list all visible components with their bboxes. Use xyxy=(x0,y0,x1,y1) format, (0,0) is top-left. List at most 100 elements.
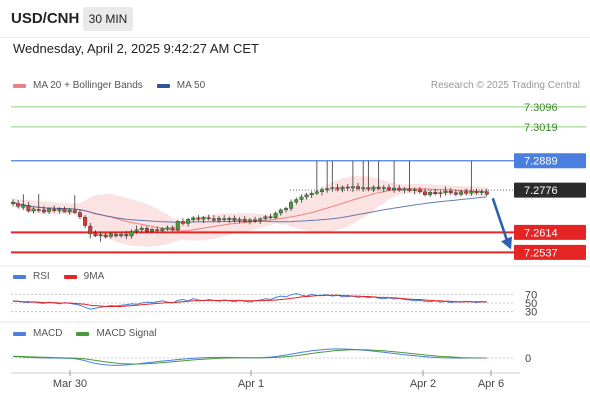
ma20-swatch xyxy=(13,83,26,88)
candle-body xyxy=(479,191,484,193)
forecast-arrow-head xyxy=(501,236,512,250)
candle-body xyxy=(350,186,355,189)
rsi-ma-legend-label: 9MA xyxy=(83,271,105,282)
candle-body xyxy=(180,221,185,224)
candle-body xyxy=(113,234,118,237)
candle-body xyxy=(268,216,273,218)
candle-body xyxy=(397,187,402,191)
candle-body xyxy=(438,192,443,194)
candle-body xyxy=(314,191,319,194)
level-label: 7.3019 xyxy=(524,122,558,134)
candle-body xyxy=(253,219,258,222)
x-tick-label: Mar 30 xyxy=(53,378,87,390)
candle-body xyxy=(448,190,453,193)
candle-body xyxy=(412,189,417,191)
candle-body xyxy=(340,186,345,190)
candle-body xyxy=(31,208,36,212)
level-label: 7.2776 xyxy=(524,185,558,197)
candle-body xyxy=(325,188,330,190)
rsi-swatch xyxy=(13,274,26,279)
x-tick-label: Apr 1 xyxy=(238,378,264,390)
forecast-arrow-shaft xyxy=(491,197,510,244)
candle-body xyxy=(196,217,201,220)
candle-body xyxy=(386,187,391,190)
candle-body xyxy=(469,190,474,194)
candle-body xyxy=(16,203,21,207)
candle-body xyxy=(335,187,340,190)
rsi-tick-label: 70 xyxy=(525,289,537,301)
candle-body xyxy=(155,229,160,231)
macd-swatch xyxy=(13,331,26,336)
macd-signal-line xyxy=(12,349,487,365)
candle-body xyxy=(10,201,15,204)
x-tick-label: Apr 6 xyxy=(478,378,504,390)
candle-body xyxy=(124,234,129,237)
candle-body xyxy=(289,201,294,209)
price-legend: MA 20 + Bollinger Bands MA 50 xyxy=(13,80,205,91)
candle-body xyxy=(443,190,448,193)
candle-body xyxy=(356,186,361,189)
candle-body xyxy=(98,234,103,237)
candle-body xyxy=(129,231,134,237)
candle-body xyxy=(247,219,252,222)
candle-body xyxy=(160,228,165,231)
timeframe-button[interactable]: 30 MIN xyxy=(83,7,133,31)
candle-body xyxy=(211,218,216,221)
candle-body xyxy=(433,192,438,194)
rsi-ma-swatch xyxy=(63,274,77,279)
candle-body xyxy=(222,218,227,221)
candle-body xyxy=(52,209,57,211)
candle-body xyxy=(62,208,67,213)
candle-body xyxy=(484,191,489,195)
candle-body xyxy=(206,217,211,219)
macd-signal-legend-label: MACD Signal xyxy=(96,328,157,339)
level-label: 7.2889 xyxy=(524,156,558,168)
candle-body xyxy=(428,192,433,196)
candle-body xyxy=(474,190,479,193)
candle-body xyxy=(186,219,191,224)
datetime-label: Wednesday, April 2, 2025 9:42:27 AM CET xyxy=(13,41,259,56)
ma20-legend-label: MA 20 + Bollinger Bands xyxy=(33,80,143,91)
candle-body xyxy=(278,209,283,214)
candle-body xyxy=(139,227,144,230)
candle-body xyxy=(407,188,412,191)
candle-body xyxy=(423,191,428,196)
candle-body xyxy=(345,186,350,189)
candle-body xyxy=(402,188,407,191)
candle-body xyxy=(201,217,206,220)
candle-body xyxy=(72,210,77,213)
rsi-line xyxy=(12,292,487,310)
candle-body xyxy=(263,216,268,219)
candle-body xyxy=(381,187,386,189)
candle-body xyxy=(67,209,72,213)
candle-body xyxy=(283,208,288,211)
level-tag-pivot xyxy=(514,153,586,169)
symbol-label: USD/CNH xyxy=(11,10,80,27)
candle-body xyxy=(464,191,469,194)
macd-legend: MACD MACD Signal xyxy=(13,328,156,339)
candle-body xyxy=(237,219,242,221)
candle-body xyxy=(21,205,26,208)
macd-legend-label: MACD xyxy=(33,328,63,339)
candle-body xyxy=(103,234,108,238)
level-tag-support xyxy=(514,224,586,240)
candle-body xyxy=(88,225,93,235)
candle-body xyxy=(330,187,335,189)
ma50-swatch xyxy=(156,83,170,88)
rsi-legend: RSI 9MA xyxy=(13,271,104,282)
candle-body xyxy=(227,218,232,221)
level-tag-support xyxy=(514,244,586,260)
bollinger-band xyxy=(13,175,487,247)
candle-body xyxy=(304,194,309,198)
level-label: 7.2537 xyxy=(524,247,558,259)
candle-body xyxy=(175,221,180,230)
candle-body xyxy=(165,227,170,230)
candle-body xyxy=(93,233,98,237)
candle-body xyxy=(232,218,237,221)
candle-body xyxy=(191,217,196,221)
candle-body xyxy=(83,217,88,226)
candle-body xyxy=(273,212,278,218)
rsi-tick-label: 30 xyxy=(525,307,537,319)
candle-body xyxy=(134,229,139,232)
